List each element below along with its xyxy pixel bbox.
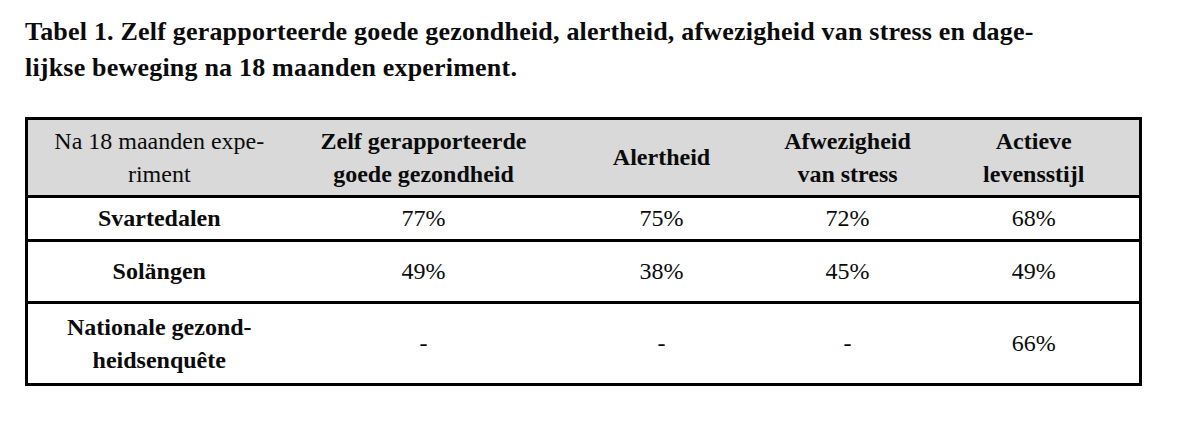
data-cell: 72% (767, 197, 929, 241)
data-cell: 68% (929, 197, 1141, 241)
table-caption: Tabel 1. Zelf gerapporteerde goede gezon… (25, 14, 1125, 86)
results-table: Na 18 maanden expe- riment Zelf gerappor… (25, 117, 1142, 386)
table-row-svartedalen: Svartedalen 77% 75% 72% 68% (27, 197, 1141, 241)
data-cell: 77% (291, 197, 557, 241)
document-page: Tabel 1. Zelf gerapporteerde goede gezon… (0, 0, 1200, 428)
data-cell: - (557, 303, 767, 385)
row-header: Svartedalen (27, 197, 291, 241)
row-header: Nationale gezond- heidsenquête (27, 303, 291, 385)
data-cell: 66% (929, 303, 1141, 385)
column-header-alertheid: Alertheid (557, 119, 767, 197)
data-cell: 75% (557, 197, 767, 241)
column-header-gezondheid: Zelf gerapporteerde goede gezondheid (291, 119, 557, 197)
column-header-stress: Afwezigheid van stress (767, 119, 929, 197)
data-cell: 49% (929, 241, 1141, 303)
table-row-solangen: Solängen 49% 38% 45% 49% (27, 241, 1141, 303)
data-cell: 38% (557, 241, 767, 303)
column-header-levensstijl: Actieve levensstijl (929, 119, 1141, 197)
column-header-experiment: Na 18 maanden expe- riment (27, 119, 291, 197)
header-row: Na 18 maanden expe- riment Zelf gerappor… (27, 119, 1141, 197)
data-cell: 49% (291, 241, 557, 303)
row-header: Solängen (27, 241, 291, 303)
data-cell: - (291, 303, 557, 385)
data-cell: - (767, 303, 929, 385)
table-row-nationale: Nationale gezond- heidsenquête - - - 66% (27, 303, 1141, 385)
data-cell: 45% (767, 241, 929, 303)
